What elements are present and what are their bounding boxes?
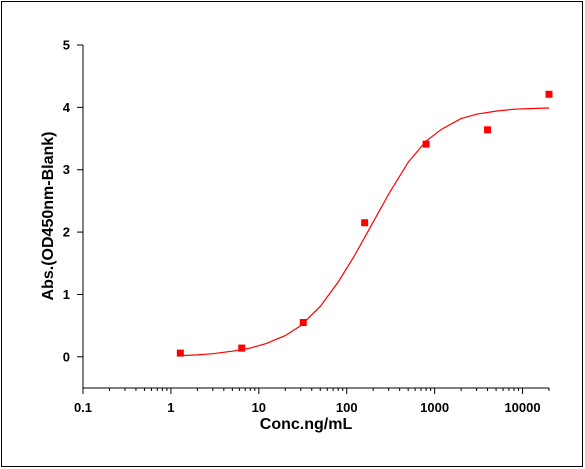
data-point xyxy=(361,219,369,227)
x-tick-label: 1000 xyxy=(420,400,449,415)
y-tick-label: 1 xyxy=(63,287,70,302)
fit-curve-layer xyxy=(180,107,550,357)
data-point xyxy=(299,319,307,327)
data-point xyxy=(545,90,553,98)
y-tick-label: 4 xyxy=(63,100,71,115)
x-tick-label: 10000 xyxy=(504,400,540,415)
x-ticks: 0.1 1 10 100 1000 10000 xyxy=(74,388,550,415)
data-point xyxy=(484,126,492,134)
y-tick-label: 2 xyxy=(63,225,70,240)
fit-curve xyxy=(180,107,550,357)
x-tick-label: 0.1 xyxy=(74,400,92,415)
x-tick-label: 100 xyxy=(336,400,358,415)
y-ticks: 0 1 2 3 4 5 xyxy=(63,38,83,364)
data-point xyxy=(176,349,184,357)
data-point xyxy=(238,344,246,352)
y-tick-label: 0 xyxy=(63,349,70,364)
y-tick-label: 3 xyxy=(63,162,70,177)
y-axis-title: Abs.(OD450nm-Blank) xyxy=(40,132,57,301)
x-axis-title: Conc.ng/mL xyxy=(260,416,353,433)
x-tick-label: 1 xyxy=(167,400,174,415)
x-tick-label: 10 xyxy=(252,400,266,415)
y-tick-label: 5 xyxy=(63,38,70,53)
axes xyxy=(82,45,549,389)
data-point xyxy=(422,140,430,148)
data-points-layer xyxy=(176,90,553,357)
